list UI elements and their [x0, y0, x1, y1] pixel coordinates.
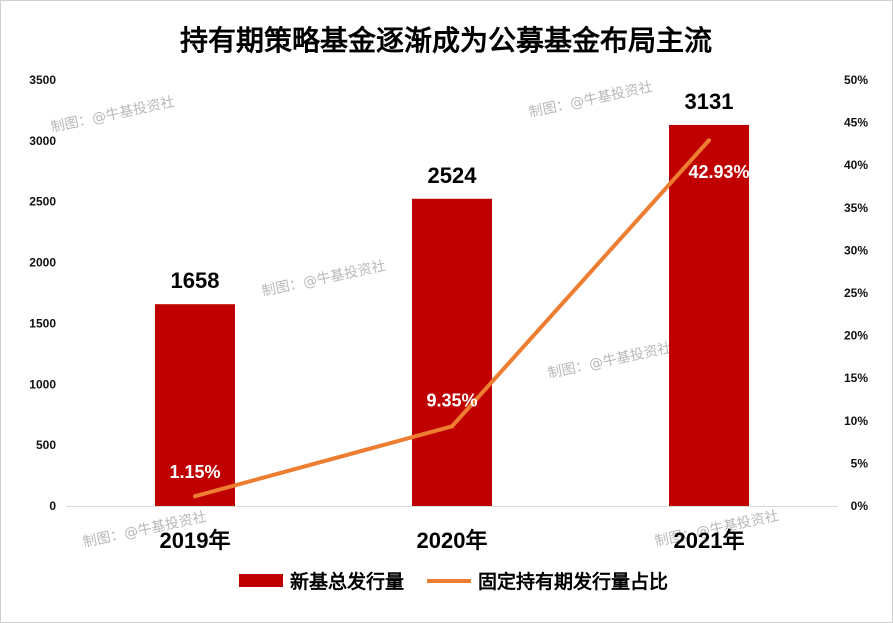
- y-right-tick-label: 25%: [844, 286, 868, 300]
- bar-series: 1658 2524 3131: [155, 89, 749, 507]
- y-right-tick-label: 45%: [844, 116, 868, 130]
- x-category-label: 2021年: [674, 528, 745, 553]
- legend-bar-label: 新基总发行量: [290, 570, 404, 593]
- legend-bar-swatch: [239, 574, 283, 587]
- line-data-label: 9.35%: [426, 390, 477, 410]
- y-right-tick-label: 10%: [844, 414, 868, 428]
- bar-data-label: 1658: [171, 268, 220, 293]
- legend: 新基总发行量 固定持有期发行量占比: [239, 570, 668, 593]
- y-right-tick-label: 50%: [844, 73, 868, 87]
- x-category-label: 2020年: [417, 528, 488, 553]
- bar: [412, 198, 492, 506]
- x-category-label: 2019年: [160, 528, 231, 553]
- y-right-tick-label: 35%: [844, 201, 868, 215]
- y-right-tick-label: 0%: [851, 499, 869, 513]
- y-right-tick-label: 40%: [844, 158, 868, 172]
- y-left-tick-label: 0: [49, 499, 56, 513]
- bar: [669, 124, 749, 507]
- y-left-tick-label: 3500: [29, 73, 56, 87]
- y-axis-left: 0 500 1000 1500 2000 2500 3000 3500: [29, 73, 56, 513]
- bar-data-label: 3131: [685, 89, 734, 114]
- chart-title: 持有期策略基金逐渐成为公募基金布局主流: [180, 24, 712, 57]
- y-right-tick-label: 30%: [844, 243, 868, 257]
- watermark-text: 制图：@牛基投资社: [49, 93, 176, 136]
- bar-data-label: 2524: [428, 163, 478, 188]
- line-data-label: 42.93%: [688, 162, 749, 182]
- watermark-text: 制图：@牛基投资社: [260, 257, 387, 300]
- line-point: [193, 494, 197, 499]
- y-left-tick-label: 2500: [29, 195, 56, 209]
- line-series: 1.15% 9.35% 42.93%: [169, 138, 750, 499]
- y-axis-right: 0% 5% 10% 15% 20% 25% 30% 35% 40% 45% 50%: [844, 73, 868, 513]
- watermark-text: 制图：@牛基投资社: [527, 78, 654, 121]
- line-data-label: 1.15%: [169, 462, 220, 482]
- watermark-text: 制图：@牛基投资社: [546, 339, 673, 382]
- y-right-tick-label: 15%: [844, 371, 868, 385]
- line-point: [450, 424, 454, 429]
- y-left-tick-label: 1000: [29, 377, 56, 391]
- y-right-tick-label: 5%: [851, 456, 869, 470]
- bar: [155, 304, 235, 506]
- y-left-tick-label: 3000: [29, 134, 56, 148]
- y-left-tick-label: 500: [36, 438, 56, 452]
- y-left-tick-label: 1500: [29, 316, 56, 330]
- y-right-tick-label: 20%: [844, 329, 868, 343]
- y-left-tick-label: 2000: [29, 256, 56, 270]
- x-axis: 2019年 2020年 2021年: [66, 506, 838, 553]
- line-point: [707, 138, 711, 143]
- legend-line-label: 固定持有期发行量占比: [478, 570, 668, 593]
